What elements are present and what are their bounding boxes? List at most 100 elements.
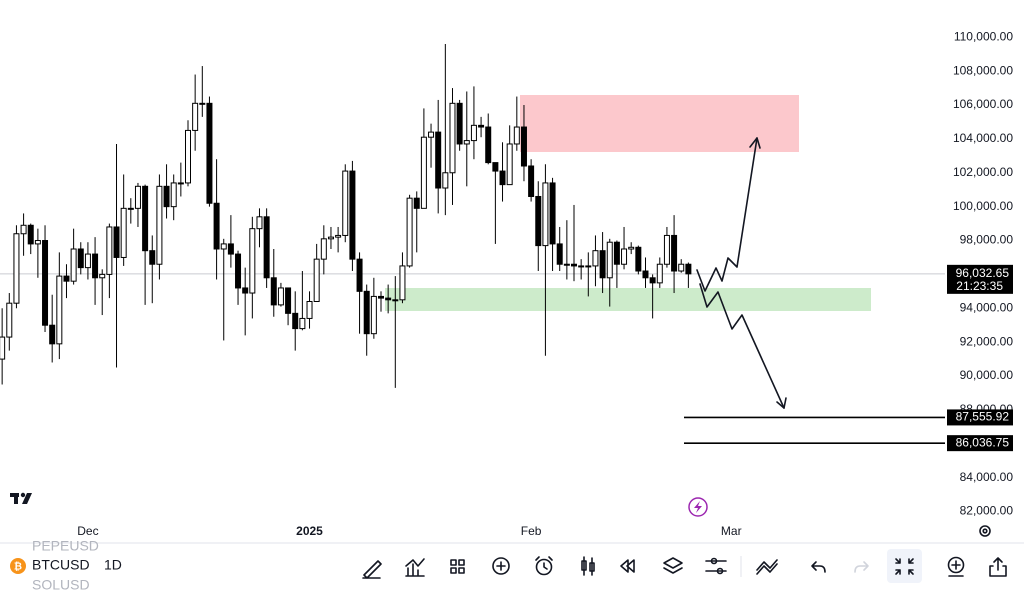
candle-down — [549, 182, 556, 245]
undo[interactable] — [811, 561, 826, 573]
compare-tool[interactable] — [756, 559, 778, 575]
candle-down — [113, 226, 120, 258]
candle-up — [127, 207, 134, 210]
candle-up — [663, 234, 670, 265]
interval[interactable]: 1D — [104, 557, 122, 573]
candle-up — [306, 300, 313, 319]
tradingview-logo[interactable] — [10, 492, 32, 504]
candle-down — [213, 202, 220, 250]
candle-down — [613, 241, 620, 265]
candle-up — [463, 140, 470, 145]
watchlist-item[interactable]: SOLUSD — [32, 577, 90, 591]
candle-up — [184, 129, 191, 184]
settings-tool[interactable] — [705, 557, 727, 575]
y-tick-label: 98,000.00 — [960, 233, 1014, 247]
draw-tool[interactable] — [362, 560, 382, 579]
candle-up — [606, 241, 613, 279]
level-label: 87,555.92 — [956, 410, 1010, 424]
candle-down — [349, 170, 356, 260]
symbol-bg — [30, 556, 88, 576]
redo — [854, 561, 869, 573]
x-tick-label: Feb — [521, 524, 542, 538]
supply-zone[interactable] — [520, 95, 799, 152]
candle-up — [84, 253, 91, 269]
settings-button[interactable] — [979, 525, 991, 537]
candle-up — [156, 185, 163, 265]
candle-up — [563, 263, 570, 266]
projection-down[interactable] — [699, 283, 785, 409]
candle-down — [270, 277, 277, 306]
candle-up — [578, 265, 585, 268]
countdown: 21:23:35 — [956, 279, 1003, 293]
layout-tool[interactable] — [450, 559, 465, 574]
candle-up — [0, 336, 6, 360]
candle-down — [292, 312, 299, 330]
candle-up — [320, 238, 327, 260]
projection-up[interactable] — [696, 137, 758, 292]
add-tool[interactable] — [492, 557, 510, 575]
fullscreen-bg[interactable] — [887, 549, 922, 583]
y-tick-label: 94,000.00 — [960, 300, 1014, 314]
candle-down — [413, 197, 420, 209]
candle-up — [513, 126, 520, 145]
x-tick-label: Dec — [77, 524, 98, 538]
candle-down — [49, 324, 56, 345]
candle-down — [142, 185, 149, 252]
candle-up — [13, 233, 20, 304]
candle-up — [506, 143, 513, 186]
candle-up — [470, 124, 477, 142]
lightning-button[interactable] — [688, 497, 708, 517]
candle-up — [99, 273, 106, 279]
watchlist-tool[interactable] — [947, 556, 965, 577]
y-tick-label: 100,000.00 — [953, 199, 1013, 213]
candle-down — [478, 124, 485, 128]
demand-zone[interactable] — [385, 288, 871, 311]
candle-up — [249, 228, 256, 294]
candle-down — [492, 162, 499, 172]
candle-up — [299, 317, 306, 330]
y-tick-label: 106,000.00 — [953, 97, 1013, 111]
layers-tool[interactable] — [663, 557, 683, 574]
candle-up — [256, 216, 263, 230]
candle-down — [528, 165, 535, 197]
candle-up — [585, 265, 592, 268]
candle-down — [227, 243, 234, 255]
candle-down — [535, 195, 542, 247]
settings-icon — [982, 528, 988, 534]
candle-up — [656, 263, 663, 284]
candle-down — [520, 126, 527, 167]
candle-down — [285, 287, 292, 314]
share-tool[interactable] — [989, 557, 1007, 577]
candle-up — [442, 172, 449, 189]
candle-up — [342, 170, 349, 236]
candle-up — [678, 263, 685, 272]
chart-type-tool[interactable] — [581, 556, 595, 576]
fullscreen-tool[interactable] — [895, 558, 914, 575]
candle-down — [378, 295, 385, 299]
lightning-icon — [694, 501, 702, 513]
arrow-head — [749, 137, 761, 149]
candle-up — [277, 287, 284, 306]
candle-up — [134, 185, 141, 209]
candle-down — [363, 290, 370, 335]
price-label: 96,032.65 — [956, 266, 1010, 280]
y-tick-label: 104,000.00 — [953, 131, 1013, 145]
btc-icon — [10, 558, 26, 574]
candle-up — [177, 182, 184, 185]
replay-tool[interactable] — [620, 559, 635, 573]
level-label: 86,036.75 — [956, 435, 1010, 449]
candle-up — [420, 136, 427, 209]
y-tick-label: 84,000.00 — [960, 470, 1014, 484]
x-tick-label: Mar — [721, 524, 742, 538]
y-tick-label: 92,000.00 — [960, 334, 1014, 348]
symbol[interactable]: BTCUSD — [32, 557, 90, 573]
candle-down — [163, 185, 170, 208]
candle-up — [106, 226, 113, 275]
watchlist-item[interactable]: PEPEUSD — [32, 538, 99, 554]
candle-up — [170, 182, 177, 208]
indicators-tool[interactable] — [405, 558, 425, 577]
candle-down — [385, 297, 392, 301]
alert-tool[interactable] — [535, 556, 553, 576]
candle-up — [199, 102, 206, 105]
